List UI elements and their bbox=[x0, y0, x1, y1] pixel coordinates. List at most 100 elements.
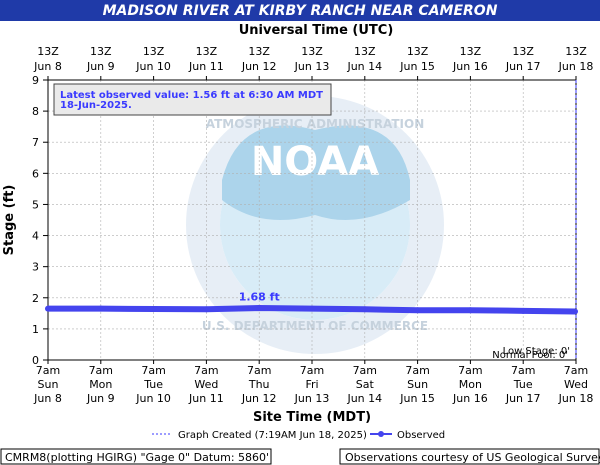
y-tick-label: 8 bbox=[32, 105, 39, 118]
top-tick-time: 13Z bbox=[407, 45, 429, 58]
footer-right-text: Observations courtesy of US Geological S… bbox=[345, 451, 600, 464]
bottom-tick-time: 7am bbox=[458, 364, 482, 377]
bottom-tick-day: Fri bbox=[305, 378, 318, 391]
y-tick-label: 4 bbox=[32, 230, 39, 243]
watermark-arc-text: ATMOSPHERIC ADMINISTRATION bbox=[206, 117, 425, 131]
observed-point bbox=[520, 307, 527, 314]
footer-left-box bbox=[0, 448, 272, 465]
top-tick-date: Jun 14 bbox=[346, 60, 382, 73]
bottom-tick-day: Tue bbox=[143, 378, 163, 391]
y-tick-label: 0 bbox=[32, 354, 39, 367]
bottom-tick-time: 7am bbox=[36, 364, 60, 377]
title-bar bbox=[0, 0, 600, 21]
bottom-tick-date: Jun 9 bbox=[86, 392, 115, 405]
bottom-tick-date: Jun 18 bbox=[558, 392, 594, 405]
bottom-tick-date: Jun 14 bbox=[346, 392, 382, 405]
y-axis-title: Stage (ft) bbox=[2, 185, 17, 256]
low-stage-label: Low Stage: 0' bbox=[503, 346, 570, 357]
bottom-tick-day: Thu bbox=[248, 378, 270, 391]
observed-point bbox=[97, 305, 104, 312]
footer-left-text: CMRM8(plotting HGIRG) "Gage 0" Datum: 58… bbox=[5, 451, 269, 464]
watermark-noaa-text: NOAA bbox=[251, 139, 379, 185]
watermark-bird bbox=[222, 125, 410, 220]
bottom-tick-day: Sun bbox=[38, 378, 59, 391]
point-annotation: 1.68 ft bbox=[239, 291, 280, 304]
observed-point bbox=[467, 307, 474, 314]
bottom-tick-date: Jun 11 bbox=[188, 392, 224, 405]
bottom-tick-time: 7am bbox=[141, 364, 165, 377]
legend-created-label: Graph Created (7:19AM Jun 18, 2025) bbox=[178, 430, 367, 441]
top-tick-time: 13Z bbox=[460, 45, 482, 58]
y-tick-label: 7 bbox=[32, 136, 39, 149]
top-tick-date: Jun 12 bbox=[241, 60, 277, 73]
grid-lines bbox=[48, 80, 576, 360]
bottom-tick-day: Mon bbox=[89, 378, 112, 391]
bottom-tick-date: Jun 12 bbox=[241, 392, 277, 405]
observed-point bbox=[150, 305, 157, 312]
legend: Graph Created (7:19AM Jun 18, 2025) Obse… bbox=[152, 430, 445, 441]
top-tick-time: 13Z bbox=[301, 45, 323, 58]
latest-box-bg bbox=[53, 83, 332, 116]
bottom-tick-time: 7am bbox=[511, 364, 535, 377]
observed-point bbox=[309, 305, 315, 312]
bottom-tick-time: 7am bbox=[247, 364, 271, 377]
top-tick-time: 13Z bbox=[248, 45, 270, 58]
latest-line-1: Latest observed value: 1.56 ft at 6:30 A… bbox=[60, 90, 323, 101]
bottom-tick-time: 7am bbox=[405, 364, 429, 377]
top-tick-time: 13Z bbox=[565, 45, 587, 58]
noaa-watermark: NOAA ATMOSPHERIC ADMINISTRATION U.S. DEP… bbox=[186, 96, 444, 354]
y-tick-label: 2 bbox=[32, 292, 39, 305]
chart-title: MADISON RIVER AT KIRBY RANCH NEAR CAMERO… bbox=[103, 3, 498, 19]
top-tick-date: Jun 11 bbox=[188, 60, 224, 73]
top-tick-date: Jun 10 bbox=[135, 60, 171, 73]
observed-point bbox=[414, 307, 421, 314]
top-tick-date: Jun 8 bbox=[33, 60, 62, 73]
top-tick-date: Jun 9 bbox=[86, 60, 115, 73]
observed-point bbox=[203, 306, 210, 313]
y-tick-label: 5 bbox=[32, 198, 39, 211]
bottom-tick-date: Jun 10 bbox=[135, 392, 171, 405]
legend-observed-label: Observed bbox=[397, 430, 445, 441]
observed-point bbox=[256, 305, 263, 312]
bottom-tick-date: Jun 15 bbox=[399, 392, 435, 405]
bottom-tick-date: Jun 17 bbox=[505, 392, 541, 405]
watermark-bottom-text: U.S. DEPARTMENT OF COMMERCE bbox=[202, 319, 428, 333]
bottom-axis-title: Site Time (MDT) bbox=[253, 410, 371, 425]
top-tick-time: 13Z bbox=[354, 45, 376, 58]
y-tick-label: 3 bbox=[32, 261, 39, 274]
bottom-tick-date: Jun 13 bbox=[294, 392, 330, 405]
latest-value-box: Latest observed value: 1.56 ft at 6:30 A… bbox=[53, 83, 332, 116]
legend-observed-marker bbox=[378, 431, 384, 437]
top-tick-time: 13Z bbox=[37, 45, 59, 58]
top-tick-time: 13Z bbox=[512, 45, 534, 58]
bottom-tick-date: Jun 16 bbox=[452, 392, 488, 405]
observed-point bbox=[361, 306, 368, 313]
bottom-tick-day: Mon bbox=[459, 378, 482, 391]
bottom-tick-time: 7am bbox=[300, 364, 324, 377]
y-tick-label: 6 bbox=[32, 167, 39, 180]
observed-point bbox=[572, 308, 578, 315]
bottom-tick-day: Wed bbox=[564, 378, 588, 391]
series-layer bbox=[45, 305, 578, 315]
y-tick-label: 9 bbox=[32, 74, 39, 87]
y-axis-ticks: 0 1 2 3 4 5 6 7 8 9 bbox=[32, 74, 48, 367]
top-tick-date: Jun 18 bbox=[558, 60, 594, 73]
bottom-tick-time: 7am bbox=[194, 364, 218, 377]
bottom-tick-time: 7am bbox=[353, 364, 377, 377]
latest-line-2: 18-Jun-2025. bbox=[60, 100, 132, 111]
footer-right-box bbox=[339, 448, 600, 465]
bottom-tick-time: 7am bbox=[89, 364, 113, 377]
bottom-tick-date: Jun 8 bbox=[33, 392, 62, 405]
y-tick-label: 1 bbox=[32, 323, 39, 336]
observed-point bbox=[45, 305, 51, 312]
bottom-tick-day: Sun bbox=[407, 378, 428, 391]
top-tick-date: Jun 17 bbox=[505, 60, 541, 73]
top-tick-date: Jun 15 bbox=[399, 60, 435, 73]
bottom-tick-day: Sat bbox=[356, 378, 375, 391]
bottom-tick-time: 7am bbox=[564, 364, 588, 377]
top-tick-time: 13Z bbox=[90, 45, 112, 58]
top-tick-date: Jun 16 bbox=[452, 60, 488, 73]
